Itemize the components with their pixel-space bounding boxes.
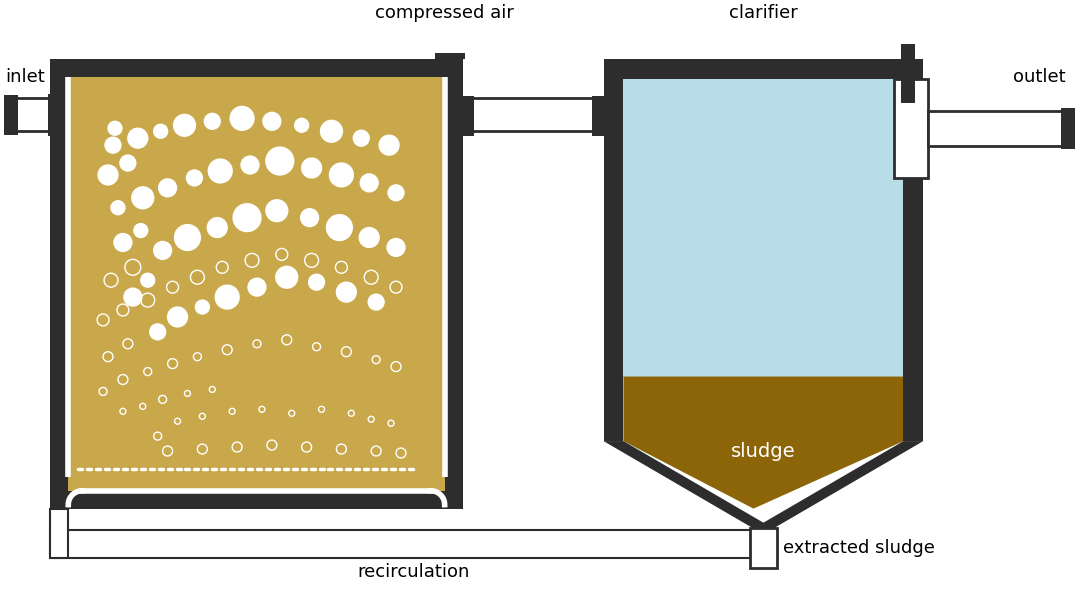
Bar	[1062, 109, 1076, 149]
Circle shape	[248, 278, 265, 296]
Text: inlet: inlet	[5, 67, 45, 85]
Circle shape	[175, 224, 201, 250]
Text: sludge: sludge	[732, 442, 795, 460]
Circle shape	[140, 273, 154, 287]
Bar	[51, 531, 777, 558]
Circle shape	[128, 128, 148, 148]
Bar	[603, 59, 624, 441]
Circle shape	[233, 204, 261, 232]
Bar	[893, 79, 928, 178]
Circle shape	[195, 300, 209, 314]
Circle shape	[360, 174, 378, 192]
Circle shape	[159, 179, 177, 197]
Circle shape	[353, 130, 369, 146]
Bar	[591, 96, 605, 136]
Circle shape	[276, 266, 298, 288]
Circle shape	[301, 209, 318, 227]
Text: extracted sludge: extracted sludge	[783, 539, 935, 558]
Polygon shape	[624, 377, 903, 509]
Bar	[68, 76, 445, 491]
Circle shape	[359, 227, 379, 247]
Circle shape	[379, 136, 399, 155]
Circle shape	[329, 163, 353, 187]
Circle shape	[368, 294, 384, 310]
Bar	[3, 94, 17, 136]
Circle shape	[265, 147, 293, 175]
Circle shape	[153, 241, 172, 259]
Bar	[903, 59, 924, 441]
Circle shape	[134, 224, 148, 238]
Polygon shape	[753, 441, 924, 528]
Bar	[928, 112, 1076, 146]
Bar	[51, 491, 463, 509]
Bar	[750, 528, 777, 568]
Circle shape	[204, 113, 220, 130]
Circle shape	[174, 115, 195, 136]
Circle shape	[150, 324, 165, 340]
Circle shape	[105, 137, 121, 153]
Bar	[51, 59, 68, 509]
Bar	[445, 59, 463, 509]
Circle shape	[111, 201, 125, 215]
Circle shape	[230, 106, 254, 130]
Bar	[51, 59, 463, 76]
Bar	[901, 44, 915, 103]
Text: outlet: outlet	[1013, 67, 1065, 85]
Bar	[49, 94, 63, 136]
Bar	[603, 59, 924, 79]
Circle shape	[265, 200, 288, 221]
Circle shape	[309, 274, 325, 290]
Polygon shape	[603, 441, 774, 528]
Circle shape	[153, 124, 167, 138]
Text: clarifier: clarifier	[729, 4, 797, 22]
Circle shape	[208, 159, 232, 183]
Bar	[463, 99, 603, 131]
Circle shape	[320, 121, 342, 142]
Bar	[51, 509, 68, 558]
Circle shape	[167, 307, 188, 327]
Circle shape	[132, 187, 153, 209]
Circle shape	[337, 282, 356, 302]
Circle shape	[295, 118, 309, 133]
Bar	[442, 54, 447, 76]
Bar	[461, 96, 475, 136]
Circle shape	[124, 288, 141, 306]
Circle shape	[114, 233, 132, 251]
Circle shape	[302, 158, 322, 178]
Text: compressed air: compressed air	[375, 4, 514, 22]
Circle shape	[216, 285, 240, 309]
Text: recirculation: recirculation	[358, 563, 470, 581]
Circle shape	[98, 165, 118, 185]
Circle shape	[388, 185, 404, 201]
Circle shape	[327, 215, 353, 241]
Bar	[452, 54, 456, 76]
Bar	[624, 79, 903, 377]
Circle shape	[187, 170, 203, 186]
Circle shape	[108, 121, 122, 136]
Bar	[435, 53, 465, 59]
Bar	[3, 99, 51, 131]
Circle shape	[241, 156, 259, 174]
Circle shape	[120, 155, 136, 171]
Circle shape	[263, 112, 281, 130]
Circle shape	[387, 239, 405, 256]
Circle shape	[207, 218, 228, 238]
